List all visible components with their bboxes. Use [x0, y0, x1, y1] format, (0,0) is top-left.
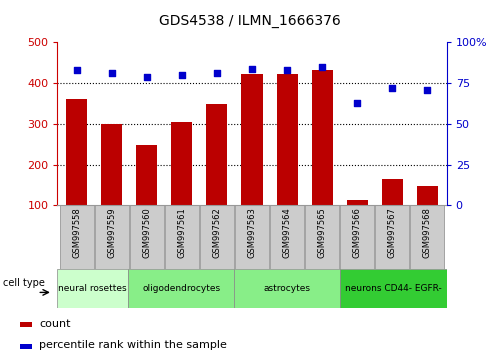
Text: GSM997566: GSM997566 — [353, 207, 362, 258]
Point — [178, 72, 186, 78]
Text: GSM997560: GSM997560 — [142, 207, 151, 258]
Bar — [207, 104, 228, 205]
Point — [248, 66, 256, 72]
Text: GSM997563: GSM997563 — [248, 207, 256, 258]
Bar — [57, 269, 128, 308]
Text: neural rosettes: neural rosettes — [58, 284, 127, 293]
Bar — [235, 269, 340, 308]
Point — [423, 87, 431, 92]
Bar — [60, 205, 93, 269]
Point — [388, 85, 396, 91]
Bar — [95, 205, 129, 269]
Bar — [130, 205, 164, 269]
Point — [143, 74, 151, 80]
Bar — [136, 145, 157, 205]
Text: neurons CD44- EGFR-: neurons CD44- EGFR- — [345, 284, 442, 293]
Text: GDS4538 / ILMN_1666376: GDS4538 / ILMN_1666376 — [159, 14, 340, 28]
Bar — [270, 205, 304, 269]
Text: GSM997567: GSM997567 — [388, 207, 397, 258]
Point — [213, 70, 221, 76]
Text: GSM997565: GSM997565 — [318, 207, 327, 258]
Text: percentile rank within the sample: percentile rank within the sample — [39, 340, 227, 350]
Bar — [340, 269, 447, 308]
Bar — [417, 186, 438, 205]
Bar — [19, 344, 32, 348]
Point — [318, 64, 326, 70]
Bar — [411, 205, 444, 269]
Point — [108, 70, 116, 76]
Bar — [235, 205, 269, 269]
Point — [353, 100, 361, 105]
Bar — [165, 205, 199, 269]
Bar — [101, 124, 122, 205]
Point — [283, 67, 291, 73]
Bar — [276, 74, 297, 205]
Bar — [128, 269, 235, 308]
Bar — [382, 179, 403, 205]
Bar — [311, 70, 333, 205]
Text: GSM997568: GSM997568 — [423, 207, 432, 258]
Bar — [200, 205, 234, 269]
Text: astrocytes: astrocytes — [264, 284, 311, 293]
Bar — [66, 99, 87, 205]
Bar — [340, 205, 374, 269]
Text: GSM997562: GSM997562 — [213, 207, 222, 258]
Text: GSM997559: GSM997559 — [107, 207, 116, 258]
Text: oligodendrocytes: oligodendrocytes — [142, 284, 220, 293]
Text: GSM997558: GSM997558 — [72, 207, 81, 258]
Bar — [375, 205, 409, 269]
Text: GSM997561: GSM997561 — [177, 207, 186, 258]
Point — [73, 67, 81, 73]
Bar — [242, 74, 262, 205]
Bar — [347, 200, 368, 205]
Bar — [19, 322, 32, 327]
Text: cell type: cell type — [3, 278, 45, 288]
Bar — [171, 122, 193, 205]
Text: GSM997564: GSM997564 — [282, 207, 291, 258]
Text: count: count — [39, 319, 71, 329]
Bar — [305, 205, 339, 269]
